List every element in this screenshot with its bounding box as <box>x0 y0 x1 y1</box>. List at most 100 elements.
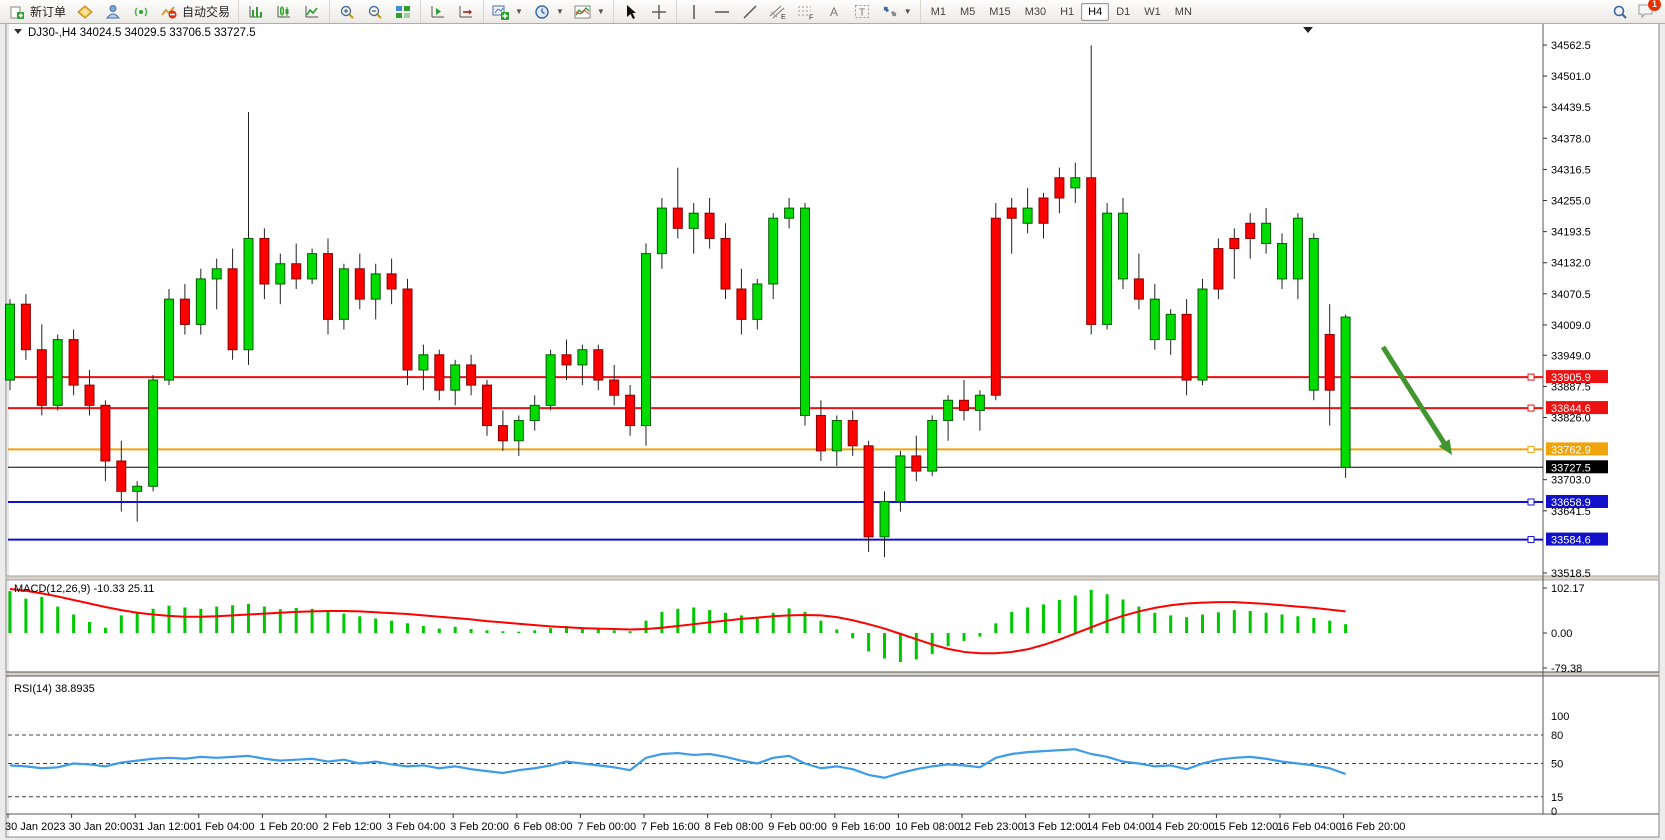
candle <box>1261 208 1272 254</box>
hline-handle[interactable] <box>1527 373 1535 381</box>
candle <box>148 375 159 492</box>
candle-body <box>497 425 508 442</box>
zoom-out-button[interactable] <box>361 3 389 21</box>
candlestick-button[interactable] <box>270 3 298 21</box>
new-chart-button[interactable]: ▼ <box>487 3 528 21</box>
tile-windows-button[interactable] <box>389 3 417 21</box>
shapes-button[interactable]: ▼ <box>876 3 917 21</box>
time-label: 7 Feb 00:00 <box>577 821 636 833</box>
trendline-button[interactable] <box>736 3 764 21</box>
candle <box>1213 238 1224 300</box>
indicators-button[interactable]: ▼ <box>569 3 610 21</box>
price-tick-label: 34501.0 <box>1551 71 1591 83</box>
bar-chart-button[interactable] <box>242 3 270 21</box>
candle <box>815 400 826 461</box>
price-flag <box>1546 532 1608 546</box>
candle <box>513 415 524 456</box>
candle <box>1102 203 1113 330</box>
trend-arrow-head <box>1438 439 1452 455</box>
candle-body <box>927 420 938 472</box>
tf-m30-button[interactable]: M30 <box>1024 5 1047 18</box>
tf-m15-button[interactable]: M15 <box>989 5 1011 18</box>
notification-badge: 1 <box>1648 0 1661 11</box>
trendline-icon <box>741 4 759 20</box>
tf-m1-button[interactable]: M1 <box>930 5 946 18</box>
auto-trading-button[interactable]: 自动交易 <box>155 2 235 21</box>
hline-button[interactable] <box>708 3 736 21</box>
candle-body <box>1245 222 1256 239</box>
candle <box>1165 309 1176 355</box>
time-label: 3 Feb 04:00 <box>387 821 446 833</box>
line-chart-button[interactable] <box>298 3 326 21</box>
auto-scroll-icon <box>429 4 447 20</box>
cursor-button[interactable] <box>617 3 645 21</box>
market-watch-button[interactable] <box>99 3 127 21</box>
vline-button[interactable] <box>680 3 708 21</box>
candle-body <box>402 288 413 371</box>
zoom-group <box>329 0 420 23</box>
user-chart-icon <box>104 4 122 20</box>
svg-text:T: T <box>859 8 865 19</box>
candle <box>1054 167 1065 214</box>
candle <box>529 395 540 431</box>
tf-h1-button[interactable]: H1 <box>1060 5 1075 18</box>
candle-body <box>227 268 238 351</box>
candle-body <box>211 268 222 280</box>
tf-h4-button[interactable]: H4 <box>1081 2 1110 21</box>
candle <box>672 167 683 239</box>
notifications-button[interactable]: 1 <box>1637 0 1661 21</box>
candle-body <box>52 339 63 406</box>
candle-body <box>1213 248 1224 290</box>
fibonacci-button[interactable]: F <box>792 3 820 21</box>
tf-m5-button[interactable]: M5 <box>960 5 976 18</box>
tf-w1-button[interactable]: W1 <box>1144 5 1161 18</box>
candle <box>402 278 413 386</box>
trend-arrow[interactable] <box>1380 345 1449 448</box>
channel-button[interactable]: E <box>764 3 792 21</box>
text-button[interactable]: A <box>820 3 848 21</box>
hline-handle[interactable] <box>1527 445 1535 453</box>
candle-body <box>577 349 588 366</box>
tf-mn-button[interactable]: MN <box>1174 5 1192 18</box>
candle-body <box>1197 288 1208 381</box>
zoom-in-button[interactable] <box>333 3 361 21</box>
time-label: 3 Feb 20:00 <box>450 821 509 833</box>
hline-handle[interactable] <box>1527 404 1535 412</box>
candle-body <box>370 273 381 300</box>
candle <box>132 481 143 522</box>
crosshair-button[interactable] <box>645 3 673 21</box>
chart-shift-marker[interactable] <box>1303 27 1313 33</box>
splitter-macd-rsi[interactable] <box>5 671 1660 677</box>
search-icon[interactable] <box>1611 4 1629 20</box>
candle <box>927 415 938 477</box>
candle <box>990 203 1001 401</box>
period-button[interactable]: ▼ <box>528 3 569 21</box>
splitter-main-macd[interactable] <box>5 575 1660 581</box>
candle-body <box>100 404 111 462</box>
signals-button[interactable] <box>127 3 155 21</box>
candle-body <box>752 283 763 320</box>
candle-body <box>259 237 270 285</box>
new-order-label: 新订单 <box>30 5 67 19</box>
candle <box>1070 162 1081 204</box>
candle <box>466 354 477 396</box>
text-label-button[interactable]: T <box>848 3 876 21</box>
chart-shift-button[interactable] <box>452 3 480 21</box>
profiles-button[interactable] <box>71 3 99 21</box>
tf-d1-button[interactable]: D1 <box>1116 5 1131 18</box>
rsi-label: RSI(14) 38.8935 <box>14 683 95 695</box>
auto-scroll-button[interactable] <box>424 3 452 21</box>
candle <box>1181 299 1192 396</box>
hline-handle[interactable] <box>1527 536 1535 544</box>
candle <box>386 258 397 305</box>
candle <box>259 228 270 300</box>
candle <box>800 203 810 426</box>
candle <box>418 344 429 391</box>
rsi-line <box>9 748 1346 779</box>
hline-handle[interactable] <box>1527 498 1535 506</box>
candle-body <box>959 399 969 411</box>
candle <box>784 197 795 229</box>
new-order-button[interactable]: 新订单 <box>3 2 71 21</box>
symbol-dropdown-icon[interactable] <box>14 29 22 34</box>
